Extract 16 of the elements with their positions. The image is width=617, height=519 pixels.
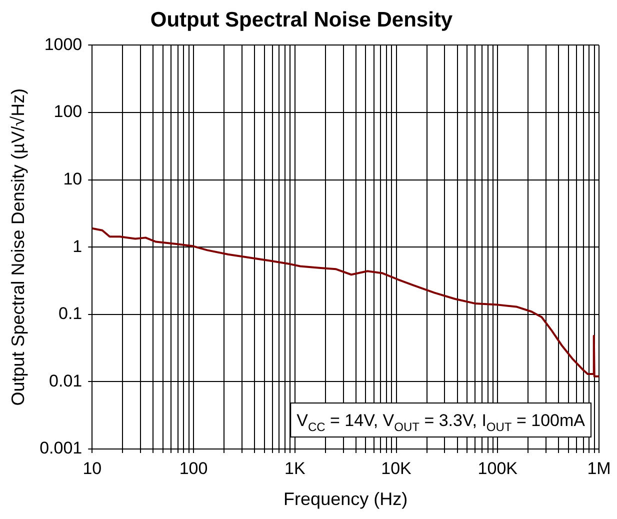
y-tick-label: 100 <box>54 102 82 122</box>
x-tick-label: 1M <box>587 458 611 478</box>
y-tick-label: 10 <box>63 169 82 188</box>
x-tick-label: 10 <box>82 458 102 478</box>
x-tick-label: 10K <box>381 458 412 478</box>
y-tick-label: 1000 <box>44 34 82 54</box>
x-tick-label: 1K <box>284 458 306 478</box>
x-tick-label: 100K <box>478 458 518 478</box>
y-tick-label: 0.01 <box>49 371 82 390</box>
x-tick-label: 100 <box>179 458 208 478</box>
x-axis-title: Frequency (Hz) <box>284 489 408 510</box>
y-tick-label: 1 <box>72 236 82 256</box>
y-tick-label: 0.1 <box>58 304 82 324</box>
y-axis-title: Output Spectral Noise Density (µV/√Hz) <box>8 88 28 406</box>
chart-title: Output Spectral Noise Density <box>150 8 453 32</box>
y-tick-label: 0.001 <box>40 438 82 458</box>
